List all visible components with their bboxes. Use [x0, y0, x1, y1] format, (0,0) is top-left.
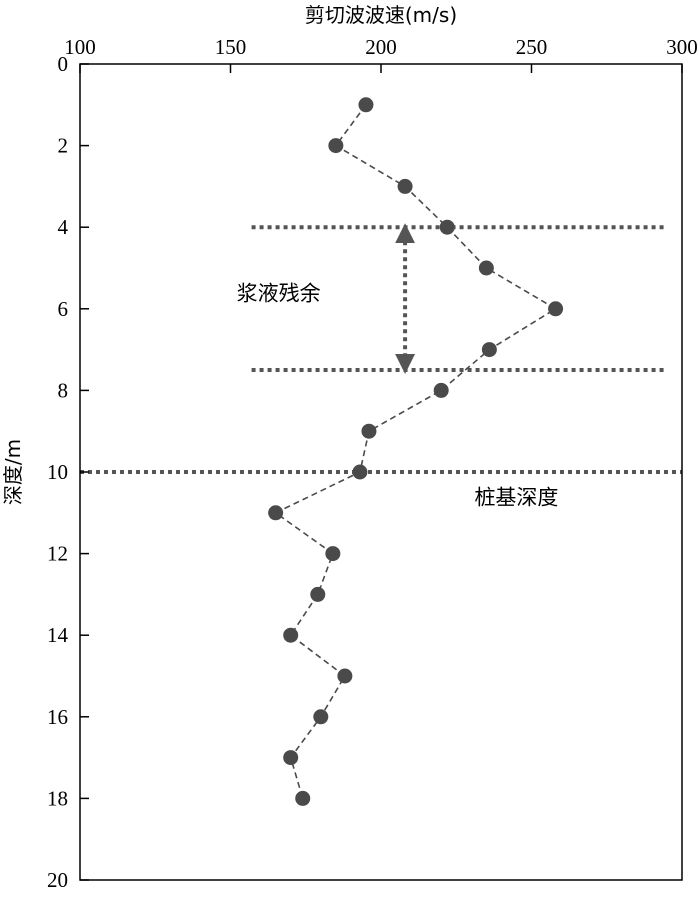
x-tick-label: 250 [516, 35, 548, 59]
x-tick-label: 300 [666, 35, 698, 59]
axis-ticks: 100 150 200 250 300 0 2 4 6 8 10 12 14 16 18 20 [47, 35, 698, 892]
y-tick-label: 14 [47, 623, 69, 647]
data-point [548, 301, 564, 317]
x-tick-label: 100 [64, 35, 96, 59]
y-tick-label: 8 [58, 378, 69, 402]
data-point [283, 627, 299, 643]
data-point [352, 464, 368, 480]
data-point [310, 586, 326, 602]
data-point [295, 790, 311, 806]
data-point [358, 97, 374, 113]
y-tick-label: 10 [47, 460, 68, 484]
data-series [268, 97, 564, 806]
y-tick-label: 18 [47, 786, 68, 810]
x-axis-title: 剪切波波速(m/s) [305, 3, 457, 27]
data-point [361, 423, 377, 439]
data-point [481, 342, 497, 358]
y-tick-label: 20 [47, 868, 68, 892]
series-line [274, 104, 558, 799]
data-point [268, 505, 284, 521]
y-tick-label: 2 [58, 134, 69, 158]
y-tick-label: 0 [58, 52, 69, 76]
data-point [439, 219, 455, 235]
annotation-label: 桩基深度 [474, 486, 558, 510]
data-point [397, 178, 413, 194]
y-tick-label: 12 [47, 542, 68, 566]
x-tick-label: 150 [215, 35, 247, 59]
data-point [313, 709, 329, 725]
y-tick-label: 4 [58, 215, 69, 239]
y-axis-title: 深度/m [1, 439, 25, 505]
data-point [283, 750, 299, 766]
y-tick-label: 16 [47, 705, 68, 729]
y-tick-label: 6 [58, 297, 69, 321]
reference-lines [80, 223, 682, 474]
annotation-label: 浆液残余 [237, 282, 321, 306]
data-point [337, 668, 353, 684]
data-point [328, 138, 344, 154]
data-point [478, 260, 494, 276]
data-point [433, 382, 449, 398]
x-tick-label: 200 [365, 35, 397, 59]
data-point [325, 546, 341, 562]
